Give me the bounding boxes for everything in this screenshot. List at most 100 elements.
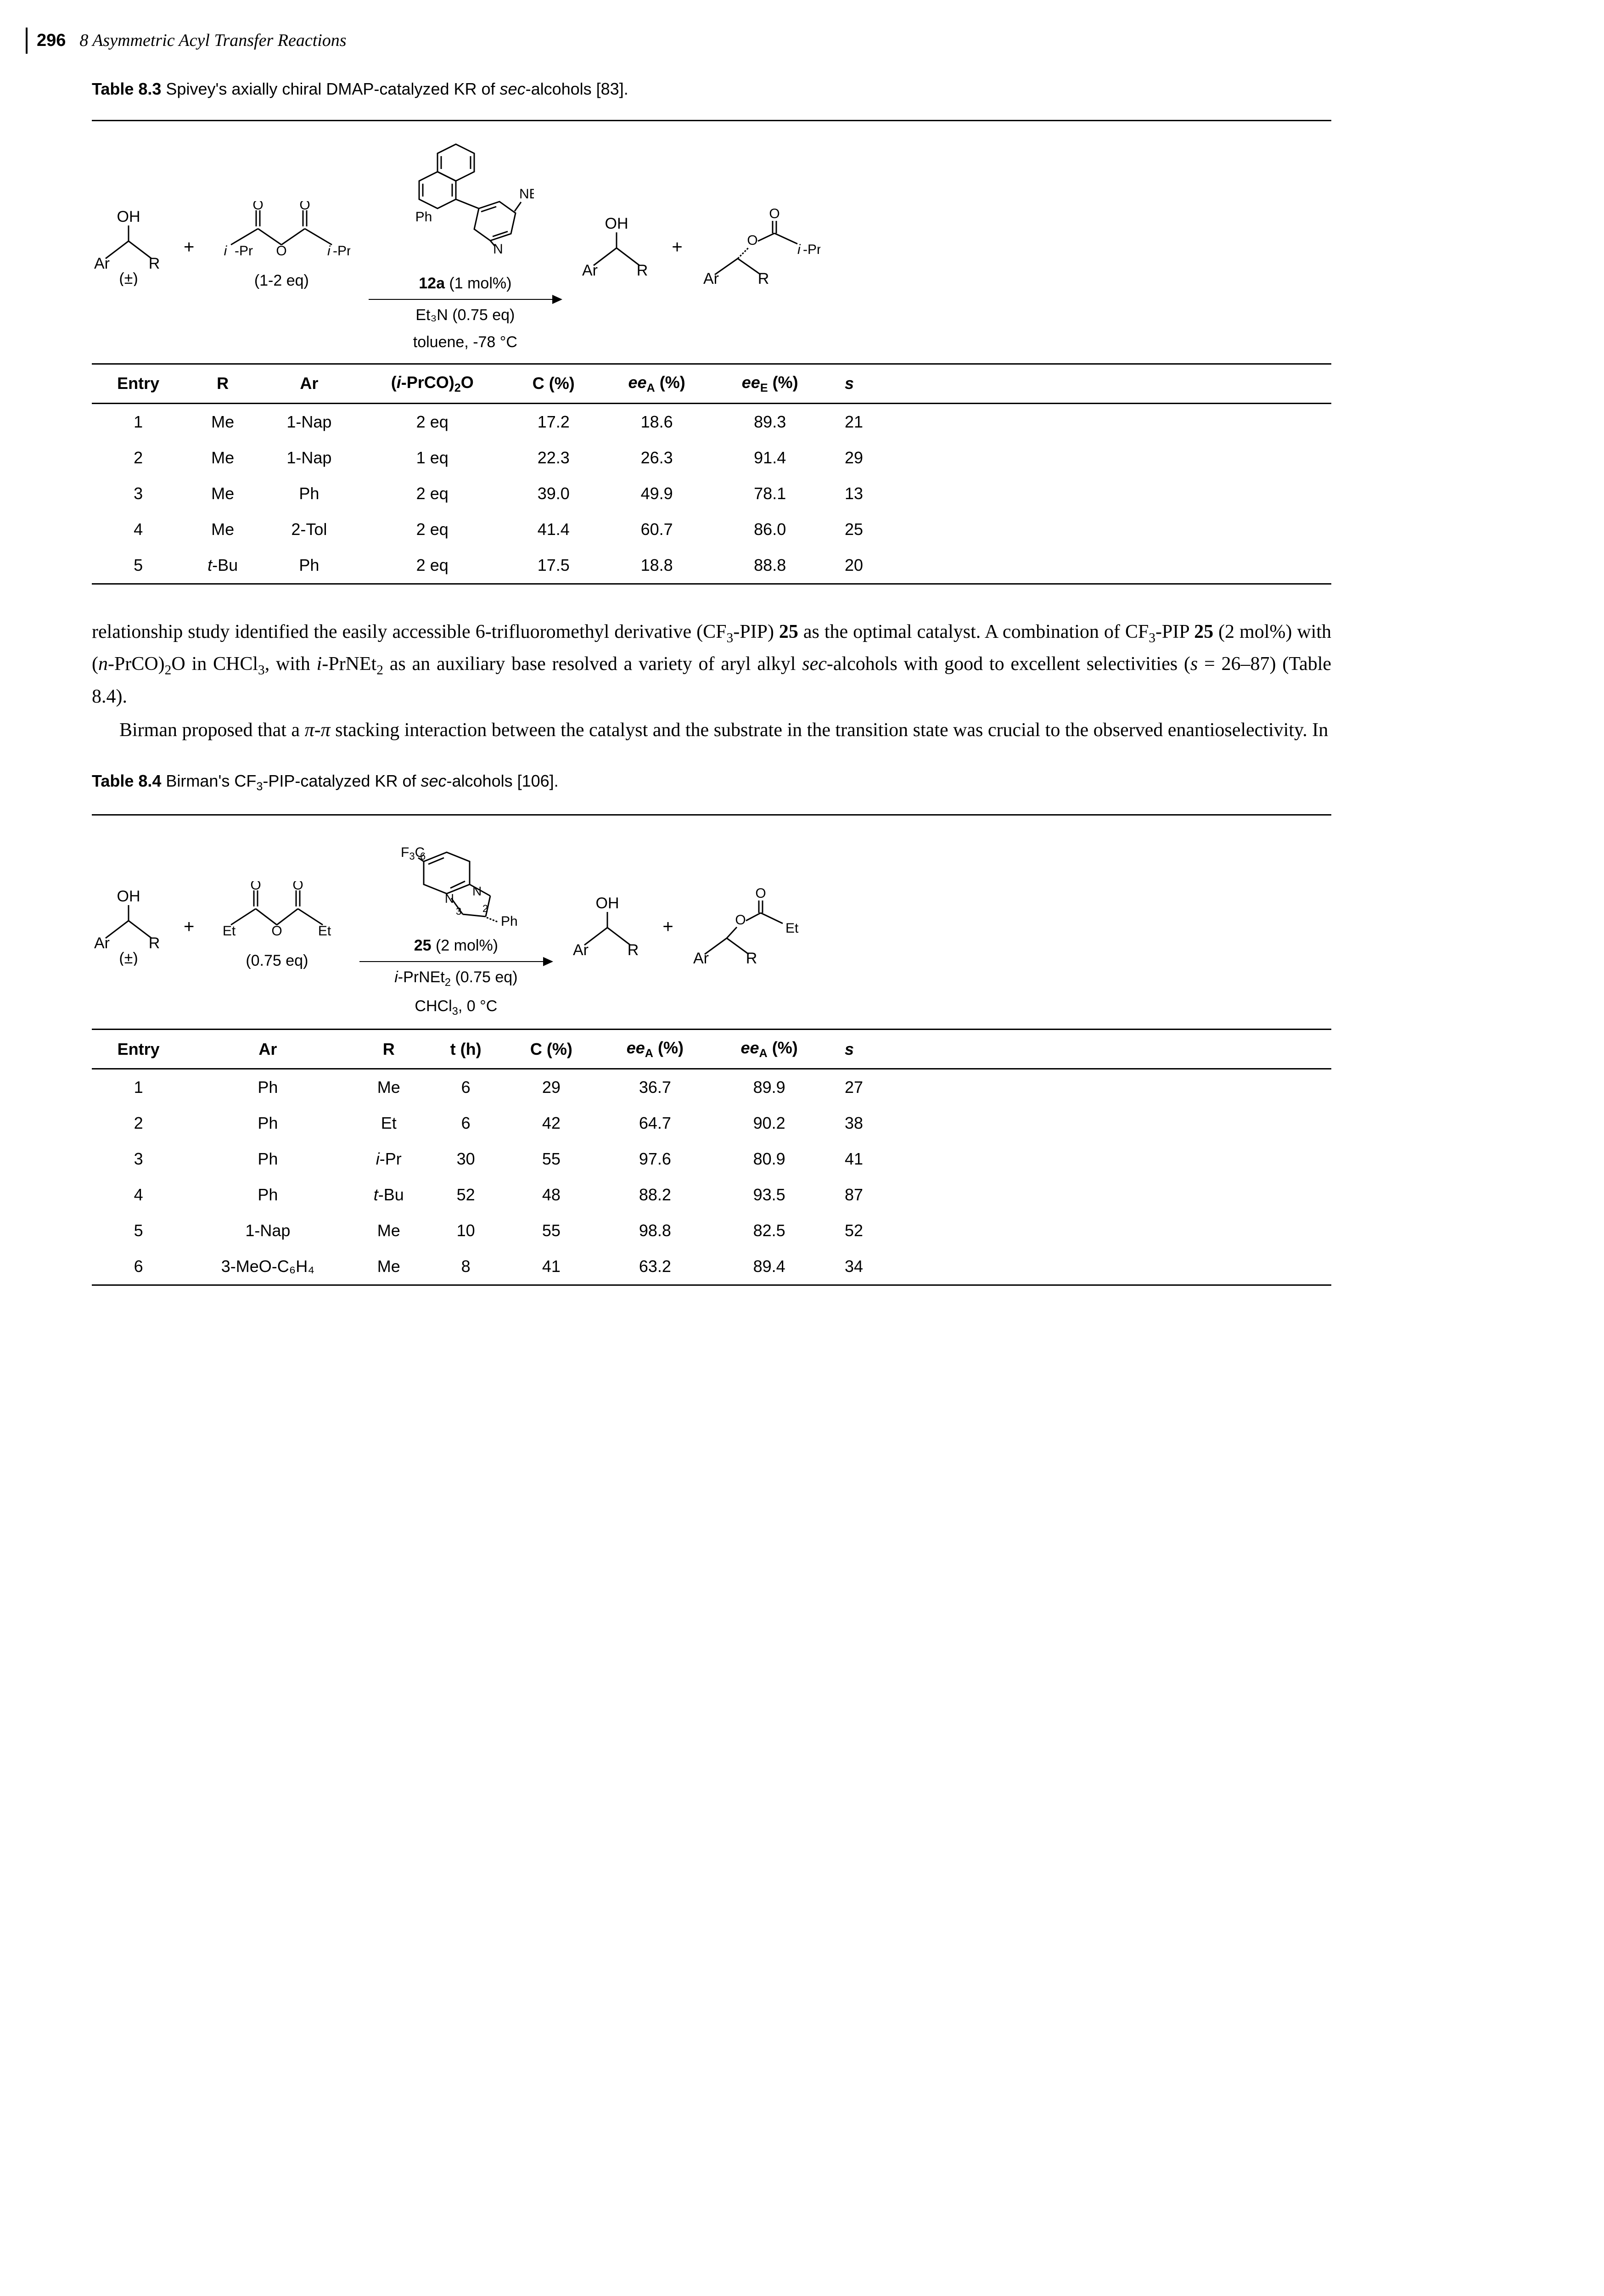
table-cell: t-Bu [185,547,261,584]
caption-italic: sec [500,79,526,98]
product-ester-icon: O O i -Pr Ar R [701,208,820,286]
svg-text:Ar: Ar [693,950,709,966]
svg-text:Ar: Ar [703,270,719,286]
table-8-4-top-rule [92,814,1331,816]
table-cell: 36.7 [598,1069,712,1106]
table-cell: 91.4 [713,440,826,476]
svg-text:N: N [445,891,454,906]
svg-text:i: i [224,243,228,259]
caption-text: Birman's CF3-PIP-catalyzed KR of [166,771,421,790]
table-cell: Ph [261,547,358,584]
svg-text:Ar: Ar [582,262,598,279]
svg-text:O: O [747,233,757,248]
svg-text:R: R [628,941,639,959]
table-cell: 2 eq [358,512,507,547]
svg-text:R: R [757,270,769,286]
table-cell: 42 [505,1105,598,1141]
alcohol-structure-icon: OH Ar R (±) [92,208,165,286]
table-cell: 98.8 [598,1213,712,1249]
page-header: 296 8 Asymmetric Acyl Transfer Reactions [26,28,1567,54]
svg-text:-Pr: -Pr [803,242,820,257]
table-cell: 6 [427,1105,505,1141]
th-eeE: eeE (%) [713,364,826,404]
table-cell: Me [350,1213,427,1249]
table-cell: Me [185,440,261,476]
svg-text:(±): (±) [119,270,138,286]
table-row: 51-NapMe105598.882.552 [92,1213,1331,1249]
alcohol-structure-icon: OH Ar R (±) [92,888,165,966]
table-cell: 6 [427,1069,505,1106]
starting-material: OH Ar R (±) [92,208,165,286]
svg-text:O: O [755,888,766,901]
table-cell: Ph [185,1177,350,1213]
svg-text:OH: OH [605,215,628,232]
table-cell: 38 [826,1105,1331,1141]
svg-text:R: R [149,934,160,952]
table-8-4-caption: Table 8.4 Birman's CF3-PIP-catalyzed KR … [92,769,1567,796]
table-row: 63-MeO-C₆H₄Me84163.289.434 [92,1249,1331,1285]
svg-text:O: O [769,208,780,221]
caption-italic: sec [421,771,446,790]
table-cell: 21 [826,403,1331,440]
table-cell: 2 eq [358,547,507,584]
anhydride-eq: (1-2 eq) [254,269,309,293]
table-header-row: Entry Ar R t (h) C (%) eeA (%) eeA (%) s [92,1030,1331,1069]
th-eeA: eeA (%) [600,364,714,404]
svg-text:2: 2 [482,903,488,914]
svg-text:N: N [494,242,504,257]
table-cell: Me [185,403,261,440]
svg-text:O: O [251,881,261,893]
table-cell: 55 [505,1213,598,1249]
table-cell: 1-Nap [261,403,358,440]
table-cell: Ph [185,1069,350,1106]
catalyst-loading-2: (2 mol%) [432,937,498,954]
table-cell: 64.7 [598,1105,712,1141]
table-cell: 2-Tol [261,512,358,547]
svg-text:O: O [272,923,282,939]
table-cell: 29 [826,440,1331,476]
catalyst-name-loading-2: 25 (2 mol%) [414,934,498,957]
page-number: 296 [37,28,66,54]
table-cell: 20 [826,547,1331,584]
table-cell: 30 [427,1141,505,1177]
plus-icon-3: + [184,913,194,940]
svg-text:Et: Et [223,923,236,939]
product-alcohol-2: OH Ar R [571,895,644,959]
svg-text:R: R [746,950,757,966]
starting-material-2: OH Ar R (±) [92,888,165,966]
table-cell: 89.3 [713,403,826,440]
table-cell: 41.4 [507,512,600,547]
svg-text:-Pr: -Pr [333,243,350,259]
anhydride-et-icon: O O O Et Et [213,881,341,945]
table-cell: 82.5 [712,1213,826,1249]
table-cell: 41 [505,1249,598,1285]
table-cell: 13 [826,476,1331,512]
svg-text:3: 3 [456,906,461,917]
table-cell: 52 [826,1213,1331,1249]
svg-text:i: i [797,242,801,257]
para-2: Birman proposed that a π-π stacking inte… [92,715,1331,746]
table-8-3: Entry R Ar (i-PrCO)2O C (%) eeA (%) eeE … [92,363,1331,585]
plus-icon: + [184,233,194,261]
th-r: R [350,1030,427,1069]
svg-text:R: R [637,262,648,279]
svg-text:6: 6 [420,850,426,862]
caption-prefix: Table 8.4 [92,771,161,790]
table-cell: Ph [185,1105,350,1141]
table-cell: 39.0 [507,476,600,512]
catalyst-name-2: 25 [414,937,432,954]
svg-text:OH: OH [117,888,140,905]
table-cell: 63.2 [598,1249,712,1285]
table-8-3-scheme: OH Ar R (±) + O O O i -Pr [37,140,1567,354]
table-cell: 2 eq [358,403,507,440]
table-header-row: Entry R Ar (i-PrCO)2O C (%) eeA (%) eeE … [92,364,1331,404]
table-row: 1PhMe62936.789.927 [92,1069,1331,1106]
table-cell: 89.4 [712,1249,826,1285]
solvent-label: toluene, -78 °C [413,331,517,354]
table-cell: 80.9 [712,1141,826,1177]
table-row: 3MePh2 eq39.049.978.113 [92,476,1331,512]
svg-text:Ph: Ph [415,209,432,225]
catalyst-name-loading: 12a (1 mol%) [419,272,511,295]
table-cell: 8 [427,1249,505,1285]
svg-text:R: R [149,255,160,272]
